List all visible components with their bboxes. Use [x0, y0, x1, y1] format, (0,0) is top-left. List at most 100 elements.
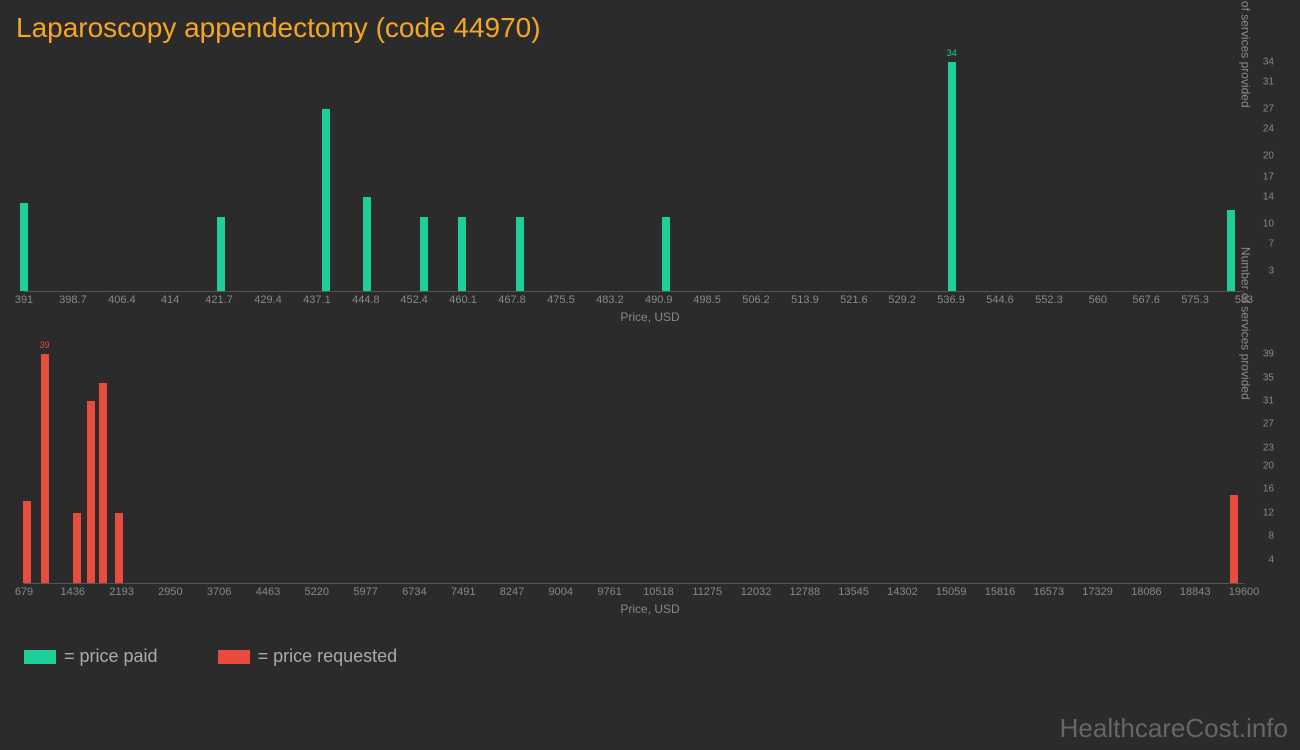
y-axis-label-paid: Number of services provided	[1239, 0, 1253, 107]
x-tick: 5220	[305, 586, 329, 598]
x-tick: 19600	[1229, 586, 1260, 598]
y-tick: 14	[1263, 191, 1274, 202]
x-tick: 15059	[936, 586, 967, 598]
x-tick: 10518	[643, 586, 674, 598]
x-tick: 467.8	[498, 294, 526, 306]
x-tick: 406.4	[108, 294, 136, 306]
bar-value-label: 39	[40, 340, 50, 350]
bar	[458, 217, 466, 291]
y-tick: 3	[1268, 265, 1274, 276]
x-tick: 575.3	[1181, 294, 1209, 306]
bar	[1230, 495, 1238, 583]
x-tick: 529.2	[888, 294, 916, 306]
bar	[363, 197, 371, 291]
x-tick: 8247	[500, 586, 524, 598]
x-tick: 5977	[353, 586, 377, 598]
x-tick: 18086	[1131, 586, 1162, 598]
chart-price-paid: 34 371014172024273134 Number of services…	[16, 62, 1284, 324]
bar: 39	[41, 354, 49, 583]
x-tick: 444.8	[352, 294, 380, 306]
x-tick: 1436	[61, 586, 85, 598]
bar	[99, 383, 107, 583]
y-tick: 27	[1263, 104, 1274, 115]
bar	[217, 217, 225, 291]
x-tick: 506.2	[742, 294, 770, 306]
bar	[420, 217, 428, 291]
x-tick: 15816	[985, 586, 1016, 598]
x-tick: 437.1	[303, 294, 331, 306]
bar	[662, 217, 670, 291]
x-tick: 18843	[1180, 586, 1211, 598]
y-tick: 31	[1263, 395, 1274, 406]
x-tick: 391	[15, 294, 33, 306]
bar: 34	[948, 62, 956, 291]
x-axis-label-paid: Price, USD	[16, 310, 1284, 324]
x-tick: 475.5	[547, 294, 575, 306]
x-tick: 483.2	[596, 294, 624, 306]
y-tick: 31	[1263, 77, 1274, 88]
x-tick: 429.4	[254, 294, 282, 306]
x-tick: 560	[1089, 294, 1107, 306]
bar	[1227, 210, 1235, 291]
x-tick: 498.5	[693, 294, 721, 306]
y-tick: 10	[1263, 218, 1274, 229]
x-tick: 536.9	[937, 294, 965, 306]
legend-swatch-requested	[218, 650, 250, 664]
y-tick: 34	[1263, 57, 1274, 68]
x-tick: 12788	[789, 586, 820, 598]
bar	[516, 217, 524, 291]
x-tick: 17329	[1082, 586, 1113, 598]
x-tick: 452.4	[400, 294, 428, 306]
x-tick: 3706	[207, 586, 231, 598]
bar	[322, 109, 330, 291]
x-tick: 14302	[887, 586, 918, 598]
y-tick: 35	[1263, 372, 1274, 383]
x-tick: 7491	[451, 586, 475, 598]
x-tick: 9004	[549, 586, 573, 598]
x-tick: 544.6	[986, 294, 1014, 306]
x-tick: 552.3	[1035, 294, 1063, 306]
x-tick: 398.7	[59, 294, 87, 306]
y-tick: 7	[1268, 238, 1274, 249]
y-tick: 27	[1263, 419, 1274, 430]
legend-label-requested: = price requested	[258, 646, 398, 667]
y-tick: 20	[1263, 151, 1274, 162]
legend-label-paid: = price paid	[64, 646, 158, 667]
x-axis-label-requested: Price, USD	[16, 602, 1284, 616]
bar	[115, 513, 123, 583]
legend-swatch-paid	[24, 650, 56, 664]
bar	[23, 501, 31, 583]
watermark: HealthcareCost.info	[1060, 713, 1288, 744]
legend-item-paid: = price paid	[24, 646, 158, 667]
x-tick: 414	[161, 294, 179, 306]
x-tick: 421.7	[205, 294, 233, 306]
bar	[87, 401, 95, 583]
x-tick: 11275	[692, 586, 722, 598]
x-tick: 6734	[402, 586, 426, 598]
legend-item-requested: = price requested	[218, 646, 398, 667]
x-tick: 679	[15, 586, 33, 598]
bar	[20, 203, 28, 291]
y-tick: 8	[1268, 531, 1274, 542]
x-tick: 2950	[158, 586, 182, 598]
x-tick: 567.6	[1132, 294, 1160, 306]
y-tick: 16	[1263, 484, 1274, 495]
legend: = price paid = price requested	[24, 646, 1284, 667]
x-tick: 4463	[256, 586, 280, 598]
x-tick: 12032	[741, 586, 772, 598]
y-tick: 17	[1263, 171, 1274, 182]
page-title: Laparoscopy appendectomy (code 44970)	[16, 12, 1284, 44]
x-tick: 521.6	[840, 294, 868, 306]
y-tick: 24	[1263, 124, 1274, 135]
x-tick: 16573	[1034, 586, 1065, 598]
x-tick: 490.9	[645, 294, 673, 306]
y-tick: 12	[1263, 507, 1274, 518]
y-tick: 39	[1263, 349, 1274, 360]
x-tick: 460.1	[449, 294, 477, 306]
x-tick: 2193	[109, 586, 133, 598]
bar-value-label: 34	[947, 48, 957, 58]
y-tick: 4	[1268, 554, 1274, 565]
y-tick: 20	[1263, 460, 1274, 471]
y-tick: 23	[1263, 442, 1274, 453]
bar	[73, 513, 81, 583]
